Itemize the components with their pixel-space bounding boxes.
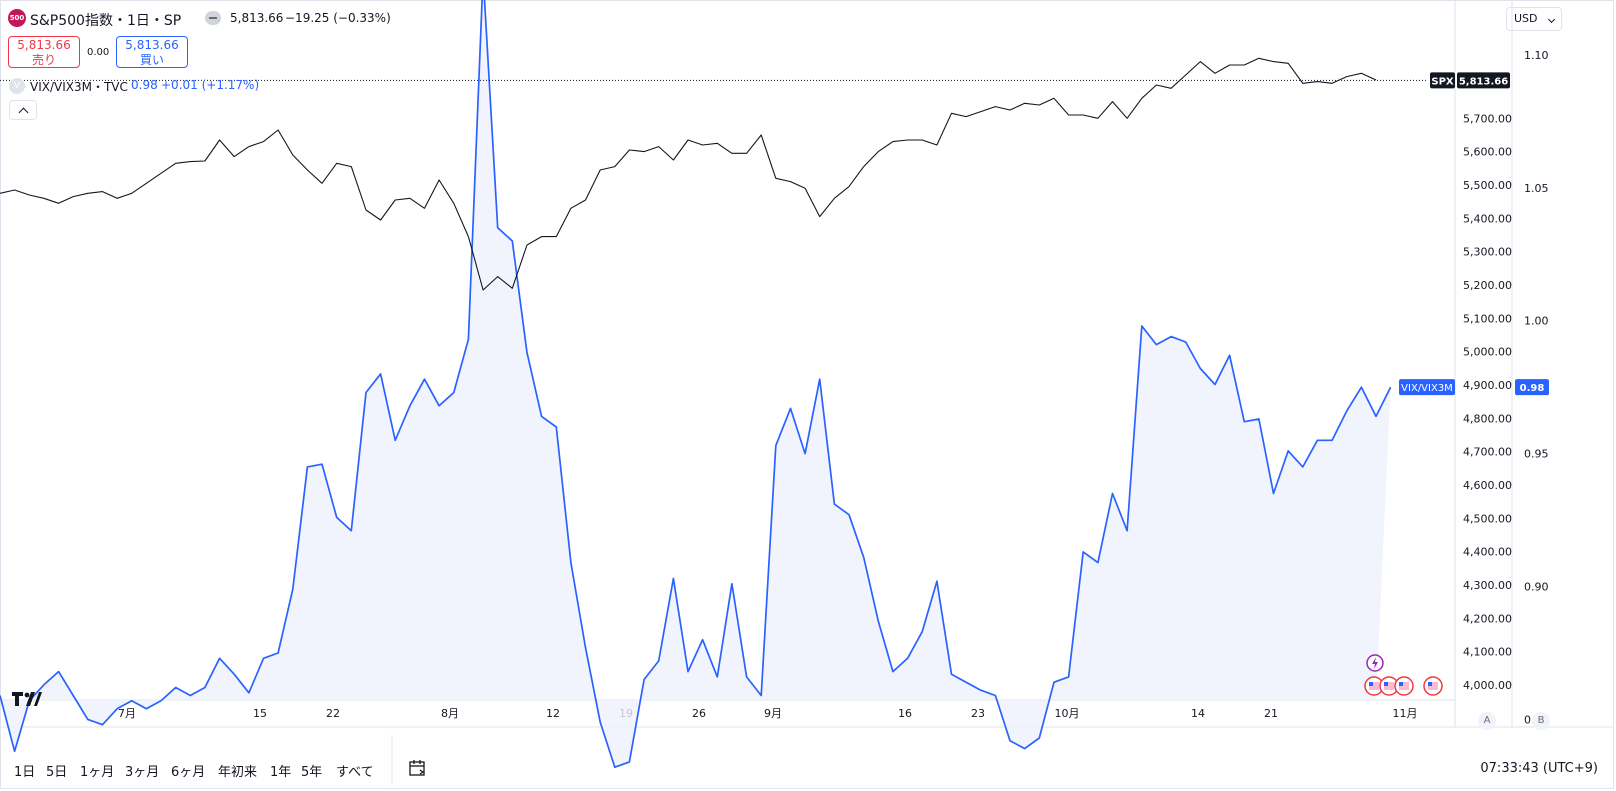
vix-title[interactable]: VIX/VIX3M・TVC	[30, 80, 128, 94]
vix-series-line[interactable]	[0, 0, 1392, 769]
vix-value-label: 0.98	[1520, 383, 1545, 394]
us-flag-glyph	[1428, 682, 1438, 690]
vix-axis-tick: 1.00	[1524, 315, 1549, 328]
range-6m-button[interactable]: 6ヶ月	[171, 765, 206, 780]
currency-label: USD	[1514, 12, 1538, 25]
currency-select[interactable]: USD	[1506, 7, 1562, 31]
spx-axis-tick: 5,200.00	[1463, 279, 1512, 292]
range-ytd-button[interactable]: 年初来	[218, 765, 258, 780]
buy-label: 買い	[139, 53, 164, 67]
spx-axis-tick: 4,400.00	[1463, 546, 1512, 559]
time-axis-tick: 9月	[764, 707, 782, 720]
us-flag-canton	[1399, 682, 1403, 686]
time-axis-tick: 14	[1191, 707, 1205, 720]
spx-axis-tick: 5,400.00	[1463, 212, 1512, 225]
spx-axis-tick: 5,700.00	[1463, 112, 1512, 125]
spx-axis-tick: 4,600.00	[1463, 479, 1512, 492]
range-5y-button[interactable]: 5年	[301, 765, 323, 780]
vix-axis-tick: 1.10	[1524, 49, 1549, 62]
time-axis-tick: 7月	[118, 707, 136, 720]
calendar-goto-icon[interactable]	[408, 758, 428, 778]
vix-logo-icon: V	[9, 78, 25, 94]
time-axis-tick: 10月	[1055, 707, 1080, 720]
vix-axis-tick: 0.90	[1524, 581, 1549, 594]
sp500-logo-icon: 500	[8, 9, 26, 27]
time-axis-tick: 15	[253, 707, 267, 720]
us-flag-canton	[1369, 682, 1373, 686]
spx-axis-tick: 4,500.00	[1463, 512, 1512, 525]
vix-tag: VIX/VIX3M	[1401, 383, 1453, 394]
last-price: 5,813.66	[230, 11, 284, 25]
vix-area	[0, 0, 1391, 768]
spx-price-label-bg	[1457, 72, 1510, 89]
spread-value: 0.00	[87, 47, 110, 58]
minus-icon[interactable]	[205, 11, 221, 25]
spx-axis-tick: 5,100.00	[1463, 312, 1512, 325]
vix-value-label-bg	[1515, 379, 1549, 396]
buy-button[interactable]: 5,813.66 買い	[116, 36, 188, 68]
chevron-down-icon	[1547, 15, 1556, 24]
us-flag-glyph	[1369, 682, 1379, 690]
time-axis-tick: 12	[546, 707, 560, 720]
sell-button[interactable]: 5,813.66 売り	[8, 36, 80, 68]
range-all-button[interactable]: すべて	[336, 765, 374, 780]
clock-label[interactable]: 07:33:43 (UTC+9)	[1480, 761, 1598, 776]
spx-tag-bg	[1430, 72, 1455, 89]
spx-axis-tick: 5,000.00	[1463, 346, 1512, 359]
vix-axis-tick: 0.95	[1524, 448, 1549, 461]
spx-axis-tick: 4,700.00	[1463, 446, 1512, 459]
time-axis-tick: 22	[326, 707, 340, 720]
spx-price-label: 5,813.66	[1459, 76, 1508, 87]
range-1d-button[interactable]: 1日	[14, 765, 36, 780]
vix-change: +0.01 (+1.17%)	[161, 78, 260, 92]
spx-tag: SPX	[1431, 76, 1454, 87]
spx-axis-tick: 5,500.00	[1463, 179, 1512, 192]
sell-label: 売り	[31, 53, 56, 67]
range-1m-button[interactable]: 1ヶ月	[80, 765, 115, 780]
buy-price: 5,813.66	[125, 38, 179, 52]
time-axis-tick: 23	[971, 707, 985, 720]
vix-last: 0.98	[131, 78, 158, 92]
time-axis-tick: 11月	[1393, 707, 1418, 720]
vix-axis-tick: 1.05	[1524, 182, 1549, 195]
spx-axis-tick: 4,000.00	[1463, 679, 1512, 692]
auto-scale-button[interactable]: A	[1478, 712, 1496, 730]
sell-price: 5,813.66	[17, 38, 71, 52]
bottom-toolbar: 1日 5日 1ヶ月 3ヶ月 6ヶ月 年初来 1年 5年 すべて 07:33:43…	[0, 753, 1614, 789]
us-flag-glyph	[1384, 682, 1394, 690]
spx-axis-tick: 4,200.00	[1463, 612, 1512, 625]
time-axis-tick: 21	[1264, 707, 1278, 720]
lightning-glyph	[1372, 657, 1378, 669]
price-change: −19.25 (−0.33%)	[285, 11, 391, 25]
symbol-title[interactable]: S&P500指数・1日・SP	[30, 13, 182, 29]
range-1y-button[interactable]: 1年	[270, 765, 292, 780]
us-flag-glyph	[1399, 682, 1409, 690]
vix-tag-bg	[1399, 379, 1455, 396]
tradingview-logo-icon[interactable]	[12, 692, 42, 708]
range-3m-button[interactable]: 3ヶ月	[125, 765, 160, 780]
spx-axis-tick: 4,300.00	[1463, 579, 1512, 592]
spx-axis-tick: 5,600.00	[1463, 146, 1512, 159]
log-scale-button[interactable]: B	[1532, 712, 1550, 730]
time-axis-tick: 26	[692, 707, 706, 720]
spx-series-line[interactable]	[0, 57, 1377, 291]
collapse-legend-button[interactable]	[9, 100, 37, 120]
spx-axis-tick: 5,300.00	[1463, 246, 1512, 259]
us-flag-canton	[1428, 682, 1432, 686]
spx-axis-tick: 4,900.00	[1463, 379, 1512, 392]
time-axis-tick: 8月	[441, 707, 459, 720]
spx-axis-tick: 4,100.00	[1463, 646, 1512, 659]
time-axis-tick: 16	[898, 707, 912, 720]
spx-axis-tick: 4,800.00	[1463, 412, 1512, 425]
us-flag-canton	[1384, 682, 1388, 686]
range-5d-button[interactable]: 5日	[46, 765, 68, 780]
